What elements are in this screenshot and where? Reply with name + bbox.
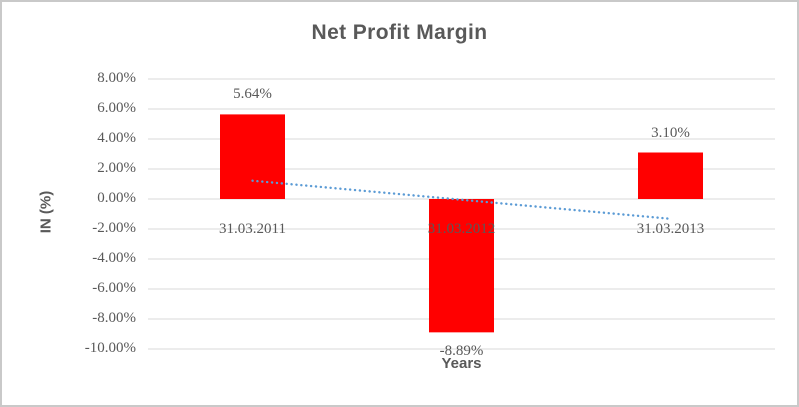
category-label: 31.03.2013 [636,221,705,237]
y-axis-tick-label: 8.00% [97,70,136,86]
chart-title: Net Profit Margin [311,21,488,44]
y-axis-tick-label: 6.00% [97,100,136,116]
bar-31.03.2012 [429,199,494,333]
y-axis-tick-label: 0.00% [97,190,136,206]
x-axis-title: Years [441,355,482,372]
y-axis-tick-label: -8.00% [92,310,136,326]
data-label: 3.10% [651,124,690,141]
category-label: 31.03.2012 [427,221,496,237]
y-axis-tick-label: -4.00% [92,250,136,266]
y-axis-tick-label: -2.00% [92,220,136,236]
y-axis-tick-label: -10.00% [84,340,136,356]
y-axis-tick-label: 4.00% [97,130,136,146]
y-axis-tick-label: 2.00% [97,160,136,176]
bar-31.03.2011 [220,114,285,199]
data-label: -8.89% [439,343,484,360]
bar-31.03.2013 [638,152,703,199]
category-label: 31.03.2011 [219,221,286,237]
trendline [251,179,672,221]
y-axis-tick-label: -6.00% [92,280,136,296]
data-label: 5.64% [233,86,272,103]
